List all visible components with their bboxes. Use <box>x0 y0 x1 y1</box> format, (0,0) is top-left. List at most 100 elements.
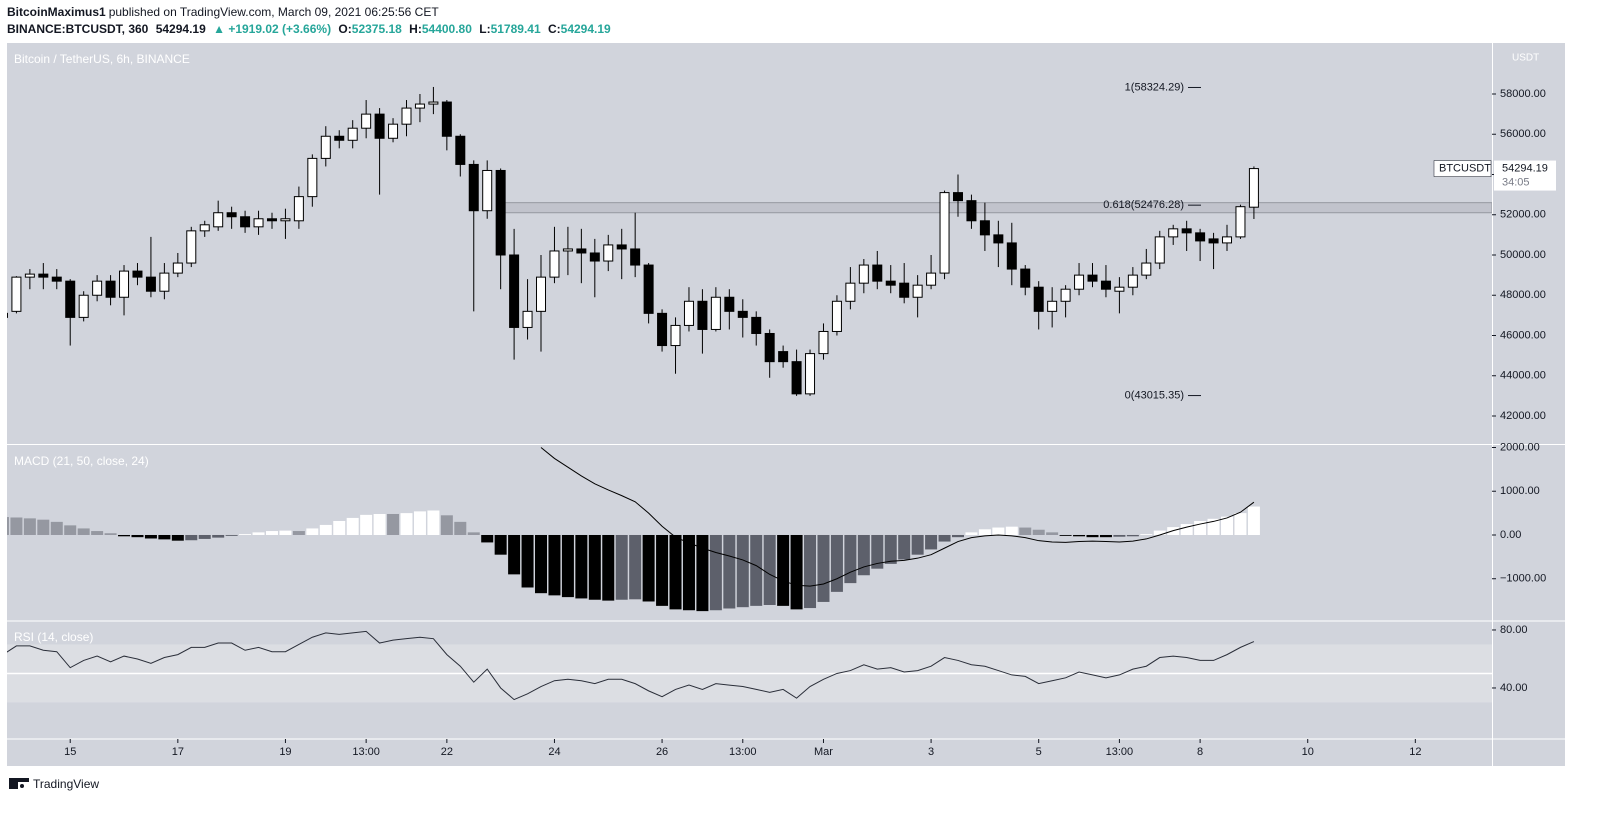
symbol: BINANCE:BTCUSDT, 360 <box>7 22 149 36</box>
countdown: 34:05 <box>1502 176 1530 188</box>
histogram-bar <box>763 534 776 605</box>
candle-body <box>51 276 62 282</box>
histogram-bar <box>588 534 601 600</box>
price-tag <box>1494 160 1556 191</box>
candle-body <box>226 212 237 218</box>
histogram-bar <box>104 533 117 535</box>
histogram-bar <box>91 531 104 535</box>
histogram-bar <box>898 534 911 560</box>
series-name: BTCUSDT <box>1439 162 1491 174</box>
candle-body <box>347 127 358 141</box>
candle-body <box>7 312 8 318</box>
histogram-bar <box>1207 518 1220 535</box>
candle-body <box>872 264 883 282</box>
axis-unit: USDT <box>1512 53 1539 64</box>
candle-body <box>495 169 506 256</box>
candle-body <box>320 135 331 159</box>
x-tick-label: 22 <box>441 746 453 758</box>
change: ▲ +1919.02 (+3.66%) <box>213 22 332 36</box>
histogram-bar <box>561 534 574 598</box>
candle-body <box>334 135 345 141</box>
candle-body <box>724 296 735 312</box>
y-tick-label: 52000.00 <box>1500 209 1546 221</box>
histogram-bar <box>481 534 494 543</box>
x-tick-label: 24 <box>548 746 560 758</box>
x-tick-label: 19 <box>279 746 291 758</box>
y-tick-label: 58000.00 <box>1500 88 1546 100</box>
histogram-bar <box>225 534 238 536</box>
candle-body <box>764 332 775 363</box>
candle-body <box>576 248 587 254</box>
x-tick-label: 10 <box>1302 746 1314 758</box>
candle-body <box>926 272 937 286</box>
y-tick-label: 0.00 <box>1500 529 1521 541</box>
histogram-bar <box>911 534 924 555</box>
series-tag <box>1433 160 1492 177</box>
histogram-bar <box>185 534 198 541</box>
candle-body <box>1060 288 1071 302</box>
histogram-bar <box>884 534 897 564</box>
candle-body <box>831 300 842 332</box>
candle-body <box>979 220 990 236</box>
histogram-bar <box>1247 506 1260 535</box>
histogram-bar <box>158 534 171 540</box>
main-title: Bitcoin / TetherUS, 6h, BINANCE <box>14 52 190 66</box>
histogram-bar <box>494 534 507 555</box>
histogram-bar <box>239 534 252 535</box>
y-tick-label: −1000.00 <box>1500 573 1546 585</box>
histogram-bar <box>723 534 736 609</box>
x-tick-label: 13:00 <box>1106 746 1134 758</box>
candle-body <box>307 157 318 198</box>
histogram-bar <box>279 530 292 535</box>
rsi-line <box>7 630 1255 701</box>
candle-body <box>1100 280 1111 290</box>
y-tick-label: 80.00 <box>1500 624 1528 636</box>
histogram-bar <box>669 534 682 610</box>
candle-body <box>1020 268 1031 288</box>
x-tick-label: 5 <box>1036 746 1042 758</box>
histogram-bar <box>212 534 225 538</box>
histogram-bar <box>1086 534 1099 538</box>
candle-body <box>1248 168 1259 208</box>
candle-body <box>253 218 264 228</box>
candle-body <box>522 310 533 328</box>
candle-body <box>845 282 856 302</box>
histogram-bar <box>50 521 63 535</box>
histogram-bar <box>830 534 843 592</box>
header-line-2: BINANCE:BTCUSDT, 360 54294.19 ▲ +1919.02… <box>7 22 615 36</box>
x-tick-label: 12 <box>1409 746 1421 758</box>
x-tick-label: 15 <box>64 746 76 758</box>
histogram-bar <box>709 534 722 611</box>
candle-body <box>374 113 385 139</box>
histogram-bar <box>1180 524 1193 535</box>
candle-body <box>388 123 399 139</box>
histogram-bar <box>306 528 319 535</box>
candle-body <box>616 244 627 250</box>
histogram-bar <box>360 514 373 535</box>
histogram-bar <box>1153 530 1166 535</box>
histogram-bar <box>1126 534 1139 537</box>
histogram-bar <box>615 534 628 600</box>
open: 52375.18 <box>351 22 402 36</box>
x-tick-label: 8 <box>1197 746 1203 758</box>
candle-body <box>186 230 197 264</box>
candle-body <box>24 273 35 278</box>
histogram-bar <box>790 534 803 610</box>
histogram-bar <box>413 511 426 535</box>
histogram-bar <box>951 534 964 538</box>
candle-body <box>778 351 789 363</box>
histogram-bar <box>804 534 817 609</box>
candle-body <box>1141 262 1152 276</box>
histogram-bar <box>1099 534 1112 538</box>
y-tick-label: 42000.00 <box>1500 410 1546 422</box>
histogram-bar <box>682 534 695 611</box>
y-tick-label: 48000.00 <box>1500 289 1546 301</box>
footer-brand[interactable]: TradingView <box>33 777 99 791</box>
histogram-bar <box>736 534 749 608</box>
candle-body <box>589 252 600 262</box>
y-tick-label: 40.00 <box>1500 682 1528 694</box>
author[interactable]: BitcoinMaximus1 <box>7 5 106 19</box>
histogram-bar <box>857 534 870 576</box>
y-tick-label: 46000.00 <box>1500 329 1546 341</box>
histogram-bar <box>602 534 615 601</box>
